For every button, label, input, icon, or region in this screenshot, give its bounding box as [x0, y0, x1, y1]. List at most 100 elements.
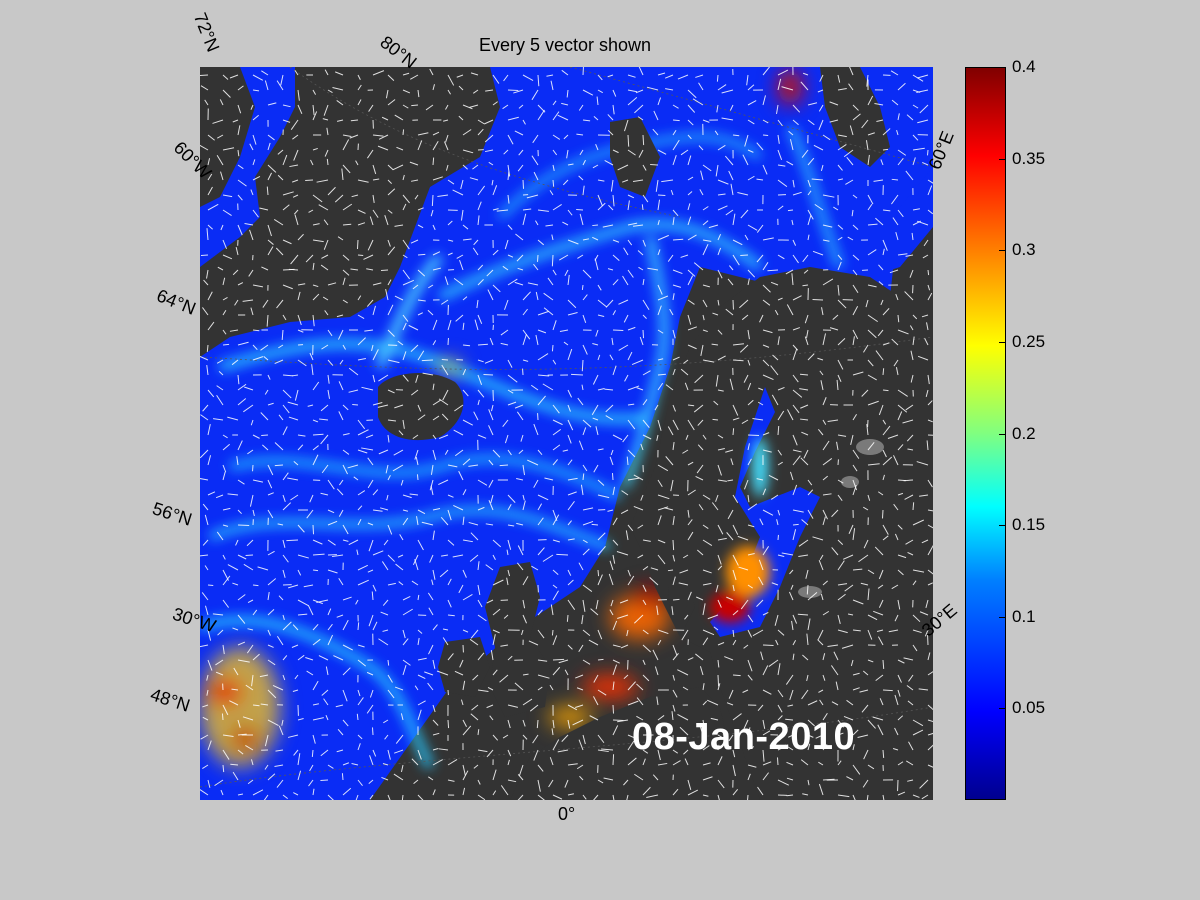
- velocity-vector: [342, 134, 352, 138]
- velocity-vector: [517, 267, 524, 271]
- velocity-vector: [777, 689, 784, 698]
- velocity-vector: [557, 114, 569, 121]
- velocity-vector: [311, 364, 314, 376]
- velocity-vector: [432, 530, 435, 541]
- velocity-vector: [657, 194, 666, 197]
- velocity-vector: [633, 474, 644, 481]
- velocity-vector: [792, 455, 801, 466]
- velocity-vector: [822, 397, 827, 406]
- velocity-vector: [312, 524, 315, 535]
- velocity-vector: [392, 464, 404, 472]
- velocity-vector: [325, 666, 329, 676]
- velocity-vector: [377, 145, 389, 151]
- velocity-vector: [372, 402, 383, 406]
- velocity-vector: [927, 764, 933, 768]
- velocity-vector: [414, 194, 419, 200]
- velocity-vector: [492, 101, 498, 106]
- velocity-vector: [612, 644, 621, 648]
- velocity-vector: [657, 506, 669, 511]
- velocity-vector: [552, 569, 559, 575]
- velocity-vector: [776, 757, 779, 766]
- velocity-vector: [320, 264, 329, 271]
- velocity-vector: [387, 179, 392, 184]
- velocity-vector: [837, 284, 840, 296]
- velocity-vector: [387, 239, 391, 247]
- velocity-vector: [893, 359, 899, 367]
- velocity-vector: [680, 149, 689, 156]
- velocity-vector: [822, 493, 832, 496]
- velocity-vector: [322, 296, 329, 301]
- velocity-vector: [882, 389, 889, 392]
- velocity-vector: [552, 584, 558, 589]
- velocity-vector: [274, 464, 284, 467]
- velocity-vector: [351, 194, 359, 198]
- velocity-vector: [458, 584, 464, 594]
- velocity-vector: [337, 729, 344, 736]
- velocity-vector: [792, 434, 798, 446]
- velocity-vector: [637, 524, 644, 529]
- velocity-vector: [222, 599, 229, 608]
- velocity-vector: [378, 134, 389, 140]
- velocity-vector: [678, 582, 689, 586]
- velocity-vector: [897, 569, 904, 576]
- velocity-vector: [747, 224, 758, 231]
- velocity-vector: [537, 609, 543, 616]
- velocity-vector: [557, 749, 569, 753]
- velocity-vector: [802, 72, 809, 76]
- velocity-vector: [752, 629, 764, 637]
- velocity-vector: [323, 698, 329, 706]
- velocity-vector: [474, 319, 479, 331]
- velocity-vector: [422, 372, 434, 376]
- velocity-vector: [792, 529, 797, 541]
- velocity-vector: [342, 139, 350, 151]
- velocity-vector: [312, 454, 319, 466]
- velocity-vector: [687, 489, 696, 496]
- velocity-vector: [567, 477, 578, 481]
- velocity-vector: [627, 200, 630, 211]
- velocity-vector: [552, 320, 557, 331]
- velocity-vector: [252, 284, 264, 288]
- velocity-vector: [882, 419, 887, 425]
- velocity-vector: [237, 614, 246, 624]
- velocity-vector: [242, 299, 254, 302]
- velocity-vector: [892, 748, 899, 751]
- velocity-vector: [624, 374, 629, 382]
- velocity-vector: [297, 444, 304, 451]
- velocity-vector: [462, 770, 469, 781]
- velocity-vector: [355, 160, 359, 166]
- velocity-vector: [507, 278, 518, 286]
- velocity-vector: [305, 254, 314, 263]
- velocity-vector: [777, 629, 785, 636]
- velocity-vector: [897, 149, 907, 156]
- velocity-vector: [742, 689, 749, 693]
- velocity-vector: [852, 599, 864, 605]
- velocity-vector: [282, 794, 288, 800]
- velocity-vector: [387, 99, 396, 106]
- velocity-vector: [747, 399, 754, 406]
- velocity-vector: [292, 374, 299, 377]
- velocity-vector: [592, 343, 599, 346]
- velocity-vector: [552, 739, 560, 751]
- velocity-vector: [387, 359, 400, 364]
- velocity-vector: [252, 704, 260, 707]
- velocity-vector: [327, 374, 330, 384]
- velocity-vector: [200, 478, 209, 481]
- velocity-vector: [789, 569, 794, 575]
- velocity-vector: [237, 149, 240, 157]
- velocity-vector: [852, 464, 858, 472]
- velocity-vector: [652, 774, 659, 781]
- velocity-vector: [551, 629, 554, 636]
- velocity-vector: [597, 284, 602, 291]
- velocity-vector: [607, 129, 614, 136]
- velocity-vector: [917, 74, 929, 79]
- velocity-vector: [431, 194, 434, 207]
- colorbar-tick-label: 0.35: [1012, 148, 1046, 168]
- velocity-vector: [903, 657, 914, 661]
- velocity-vector: [657, 629, 669, 635]
- velocity-vector: [417, 140, 423, 151]
- velocity-vector: [874, 103, 884, 106]
- velocity-vector: [801, 431, 809, 436]
- velocity-vector: [293, 749, 299, 756]
- velocity-vector: [417, 89, 420, 98]
- velocity-vector: [837, 254, 843, 261]
